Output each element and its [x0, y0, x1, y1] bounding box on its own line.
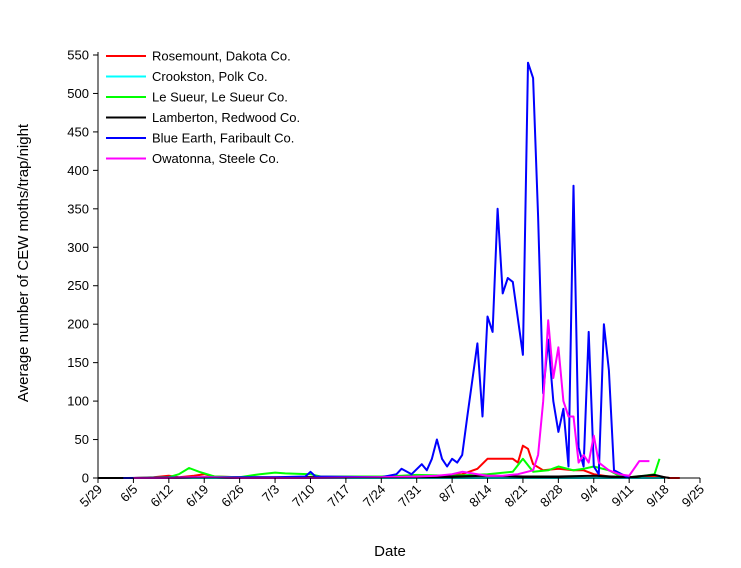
y-tick-label: 350: [67, 201, 89, 216]
x-tick-label: 7/24: [360, 482, 389, 511]
x-tick-label: 8/28: [537, 482, 566, 511]
x-tick-label: 8/21: [502, 482, 531, 511]
x-tick-label: 6/12: [147, 482, 176, 511]
x-tick-label: 9/11: [609, 482, 637, 510]
y-tick-label: 400: [67, 163, 89, 178]
y-axis-ticks: 0 50 100 150 200 250 300 350 400 450 500 550: [67, 48, 98, 486]
y-tick-label: 250: [67, 278, 89, 293]
x-axis-title: Date: [374, 543, 406, 560]
legend-label: Rosemount, Dakota Co.: [152, 49, 291, 64]
x-tick-label: 6/26: [218, 482, 247, 511]
x-tick-label: 6/19: [183, 482, 212, 511]
x-tick-label: 6/5: [117, 482, 140, 505]
x-tick-label: 8/7: [436, 482, 459, 505]
x-tick-label: 7/10: [289, 482, 318, 511]
axes: [97, 52, 700, 479]
y-tick-label: 500: [67, 86, 89, 101]
legend-label: Blue Earth, Faribault Co.: [152, 131, 294, 146]
y-tick-label: 200: [67, 317, 89, 332]
x-tick-label: 9/25: [679, 482, 708, 511]
series-line-5: [123, 61, 630, 479]
y-tick-label: 150: [67, 355, 89, 370]
legend-label: Crookston, Polk Co.: [152, 69, 268, 84]
x-tick-label: 7/31: [395, 482, 424, 511]
x-tick-label: 9/4: [578, 482, 601, 505]
y-tick-label: 300: [67, 240, 89, 255]
y-tick-label: 550: [67, 48, 89, 63]
x-tick-label: 7/17: [325, 482, 354, 511]
y-tick-label: 450: [67, 124, 89, 139]
y-tick-label: 50: [75, 432, 89, 447]
legend-label: Lamberton, Redwood Co.: [152, 110, 300, 125]
y-axis-title: Average number of CEW moths/trap/night: [15, 123, 32, 402]
legend-label: Owatonna, Steele Co.: [152, 151, 279, 166]
series-line-6: [133, 319, 650, 479]
x-axis-ticks: 5/29 6/5 6/12 6/19 6/26 7/3 7/10 7/17 7/24 7/31 8/…: [77, 478, 708, 511]
x-tick-label: 7/3: [259, 482, 282, 505]
x-tick-label: 8/14: [466, 482, 495, 511]
legend: Rosemount, Dakota Co. Crookston, Polk Co.…: [106, 49, 300, 166]
series-line-3: [98, 457, 661, 479]
y-tick-label: 100: [67, 394, 89, 409]
x-tick-label: 5/29: [77, 482, 106, 511]
y-tick-label: 0: [82, 471, 89, 486]
x-tick-label: 9/18: [643, 482, 672, 511]
legend-label: Le Sueur, Le Sueur Co.: [152, 90, 288, 105]
